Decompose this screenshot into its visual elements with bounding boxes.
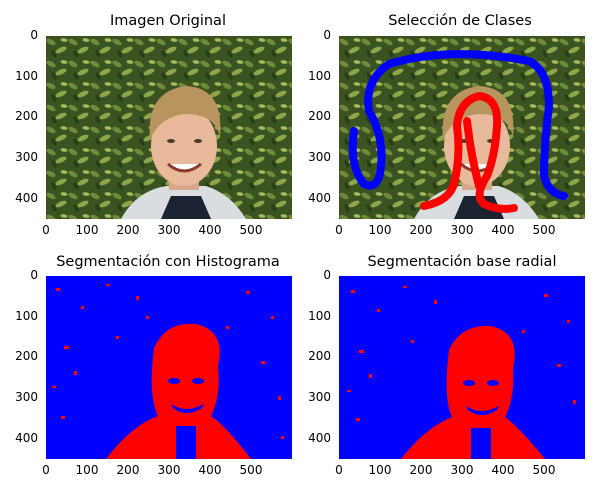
y-tick-label: 200 <box>15 349 38 363</box>
x-tick-label: 0 <box>42 463 50 477</box>
segmentation-mask <box>46 276 292 459</box>
x-tick-label: 0 <box>335 463 343 477</box>
x-tick-label: 500 <box>239 463 263 477</box>
y-tick-label: 300 <box>308 390 331 404</box>
photo-illustration <box>46 36 292 219</box>
y-tick-label: 0 <box>323 28 331 42</box>
x-tick-label: 300 <box>157 463 181 477</box>
x-tick-label: 200 <box>409 463 433 477</box>
y-tick-label: 300 <box>15 390 38 404</box>
x-tick-label: 0 <box>335 223 343 237</box>
y-tick-label: 300 <box>15 150 38 164</box>
panel-title: Segmentación base radial <box>367 254 557 270</box>
segmentation-mask <box>339 276 585 459</box>
y-tick-label: 400 <box>308 191 331 205</box>
x-tick-label: 400 <box>491 223 515 237</box>
x-tick-label: 400 <box>198 223 222 237</box>
original-photo <box>46 36 292 219</box>
x-tick-label: 100 <box>75 223 99 237</box>
x-tick-label: 300 <box>450 223 474 237</box>
y-tick-label: 0 <box>30 28 38 42</box>
x-tick-label: 100 <box>75 463 99 477</box>
y-tick-label: 400 <box>15 191 38 205</box>
histogram-segmentation-image <box>46 276 292 459</box>
class-selection-illustration <box>339 36 585 219</box>
y-tick-label: 300 <box>308 150 331 164</box>
y-tick-label: 400 <box>308 431 331 445</box>
x-tick-label: 500 <box>239 223 263 237</box>
x-tick-label: 300 <box>450 463 474 477</box>
y-tick-label: 200 <box>308 349 331 363</box>
y-tick-label: 200 <box>308 109 331 123</box>
y-tick-label: 100 <box>15 69 38 83</box>
y-tick-label: 0 <box>323 268 331 282</box>
y-tick-label: 100 <box>308 309 331 323</box>
x-tick-label: 0 <box>42 223 50 237</box>
x-tick-label: 200 <box>409 223 433 237</box>
x-tick-label: 100 <box>368 223 392 237</box>
x-tick-label: 500 <box>532 463 556 477</box>
panel-title: Segmentación con Histograma <box>56 254 280 270</box>
x-tick-label: 200 <box>116 463 140 477</box>
y-tick-label: 100 <box>308 69 331 83</box>
panel-title: Selección de Clases <box>388 13 532 29</box>
y-tick-label: 100 <box>15 309 38 323</box>
y-tick-label: 400 <box>15 431 38 445</box>
x-tick-label: 300 <box>157 223 181 237</box>
panel-title: Imagen Original <box>110 13 226 29</box>
radial-segmentation-image <box>339 276 585 459</box>
x-tick-label: 500 <box>532 223 556 237</box>
x-tick-label: 400 <box>198 463 222 477</box>
class-selection-image <box>339 36 585 219</box>
y-tick-label: 200 <box>15 109 38 123</box>
x-tick-label: 400 <box>491 463 515 477</box>
y-tick-label: 0 <box>30 268 38 282</box>
x-tick-label: 200 <box>116 223 140 237</box>
x-tick-label: 100 <box>368 463 392 477</box>
